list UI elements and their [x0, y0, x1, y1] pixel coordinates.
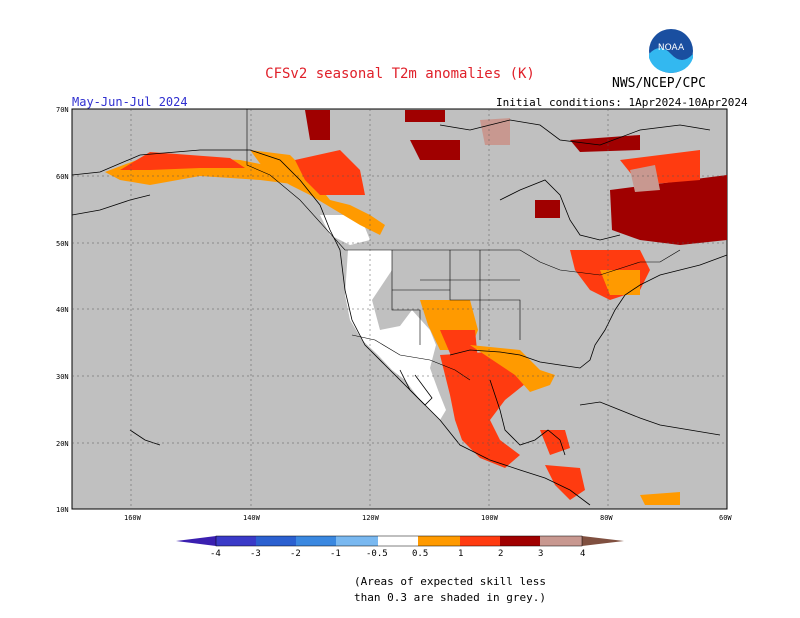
lon-tick-labels: 160W 140W 120W 100W 80W 60W	[124, 514, 732, 522]
colorbar-bin	[500, 536, 540, 546]
lon-label: 120W	[362, 514, 380, 522]
lat-label: 40N	[56, 306, 69, 314]
political-borders	[246, 109, 681, 381]
lat-label: 50N	[56, 240, 69, 248]
colorbar-label: 2	[498, 549, 503, 559]
colorbar-bin	[296, 536, 336, 546]
lon-label: 140W	[243, 514, 261, 522]
init-conditions-label: Initial conditions: 1Apr2024-10Apr2024	[496, 96, 748, 109]
season-label: May-Jun-Jul 2024	[72, 95, 188, 109]
lon-label: 60W	[719, 514, 732, 522]
lon-label: 160W	[124, 514, 142, 522]
coastlines	[71, 119, 728, 506]
colorbar-label: -1	[330, 549, 341, 559]
colorbar-label: 3	[538, 549, 543, 559]
lon-label: 80W	[600, 514, 613, 522]
lat-label: 70N	[56, 106, 69, 114]
colorbar-label: -0.5	[366, 549, 388, 559]
lat-label: 10N	[56, 506, 69, 514]
skill-note-line2: than 0.3 are shaded in grey.)	[353, 591, 547, 604]
colorbar-label: -2	[290, 549, 301, 559]
colorbar-label: 0.5	[412, 549, 428, 559]
lat-label: 20N	[56, 440, 69, 448]
colorbar-bin	[418, 536, 460, 546]
colorbar-bin	[540, 536, 582, 546]
colorbar-label: 1	[458, 549, 463, 559]
colorbar-label: 4	[580, 549, 585, 559]
colorbar-bin	[256, 536, 296, 546]
lat-label: 60N	[56, 173, 69, 181]
colorbar-bin	[336, 536, 378, 546]
colorbar-label: -3	[250, 549, 261, 559]
colorbar-label: -4	[210, 549, 221, 559]
graticule	[72, 109, 727, 509]
warm-anomaly-patches	[105, 110, 727, 505]
svg-text:NOAA: NOAA	[658, 43, 685, 53]
colorbar-arrow-right	[582, 536, 624, 546]
org-label: NWS/NCEP/CPC	[612, 76, 706, 91]
lon-label: 100W	[481, 514, 499, 522]
lat-label: 30N	[56, 373, 69, 381]
colorbar-bin	[460, 536, 500, 546]
colorbar-arrow-left	[176, 536, 216, 546]
noaa-logo: NOAA	[648, 28, 694, 74]
colorbar-bin	[216, 536, 256, 546]
map-title: CFSv2 seasonal T2m anomalies (K)	[265, 66, 535, 82]
lat-tick-labels: 70N 60N 50N 40N 30N 20N 10N	[56, 106, 69, 514]
skill-note-line1: (Areas of expected skill less	[353, 575, 547, 588]
colorbar-bin	[378, 536, 418, 546]
